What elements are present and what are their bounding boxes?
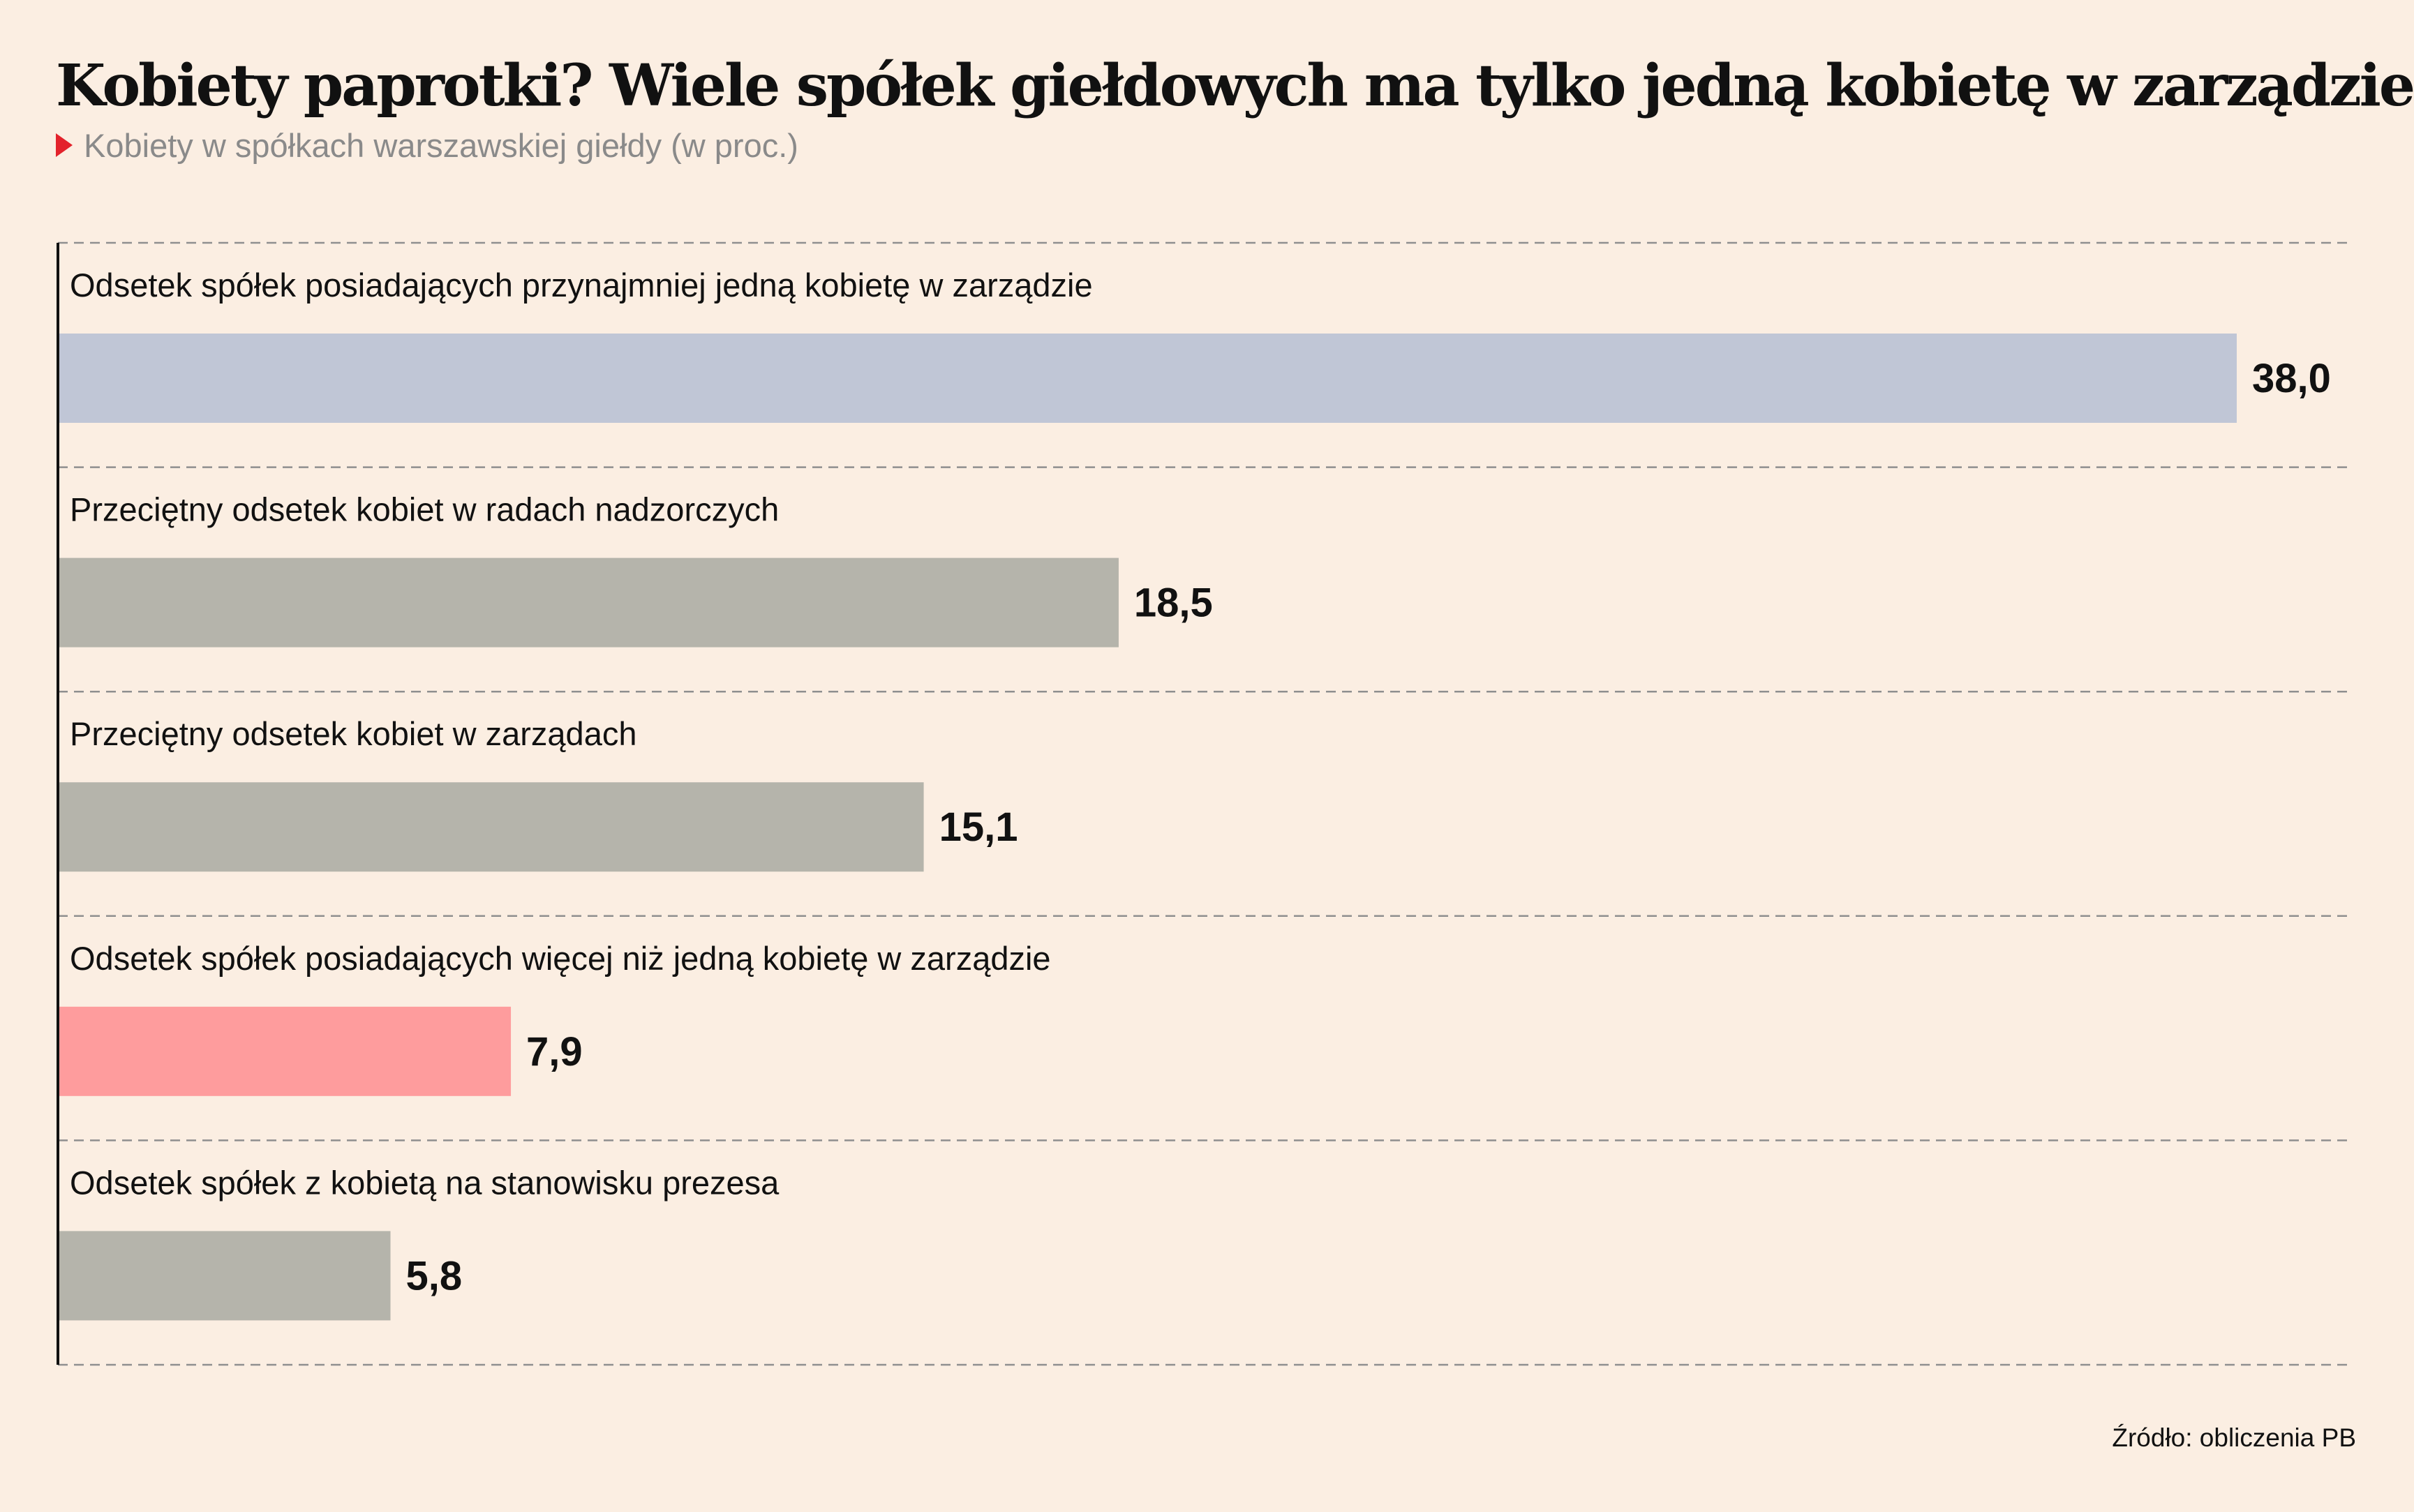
chart-title: Kobiety paprotki? Wiele spółek giełdowyc…	[56, 52, 2414, 119]
value-label: 5,8	[406, 1253, 463, 1298]
bar	[58, 782, 924, 872]
category-label: Odsetek spółek posiadających więcej niż …	[70, 940, 1051, 977]
category-label: Odsetek spółek posiadających przynajmnie…	[70, 267, 1093, 304]
value-label: 15,1	[939, 804, 1018, 850]
triangle-marker-icon	[56, 133, 73, 157]
category-label: Odsetek spółek z kobietą na stanowisku p…	[70, 1164, 780, 1201]
category-label: Przeciętny odsetek kobiet w zarządach	[70, 715, 636, 752]
value-label: 7,9	[526, 1029, 583, 1075]
category-label: Przeciętny odsetek kobiet w radach nadzo…	[70, 491, 779, 528]
bar	[58, 1006, 512, 1096]
source-note: Źródło: obliczenia PB	[2112, 1423, 2356, 1452]
chart-subtitle-text: Kobiety w spółkach warszawskiej giełdy (…	[84, 126, 798, 164]
value-label: 18,5	[1134, 581, 1213, 626]
bar	[58, 557, 1119, 648]
bar	[58, 334, 2237, 423]
bar	[58, 1231, 391, 1321]
value-label: 38,0	[2252, 356, 2331, 401]
chart-subtitle: Kobiety w spółkach warszawskiej giełdy (…	[56, 124, 798, 166]
